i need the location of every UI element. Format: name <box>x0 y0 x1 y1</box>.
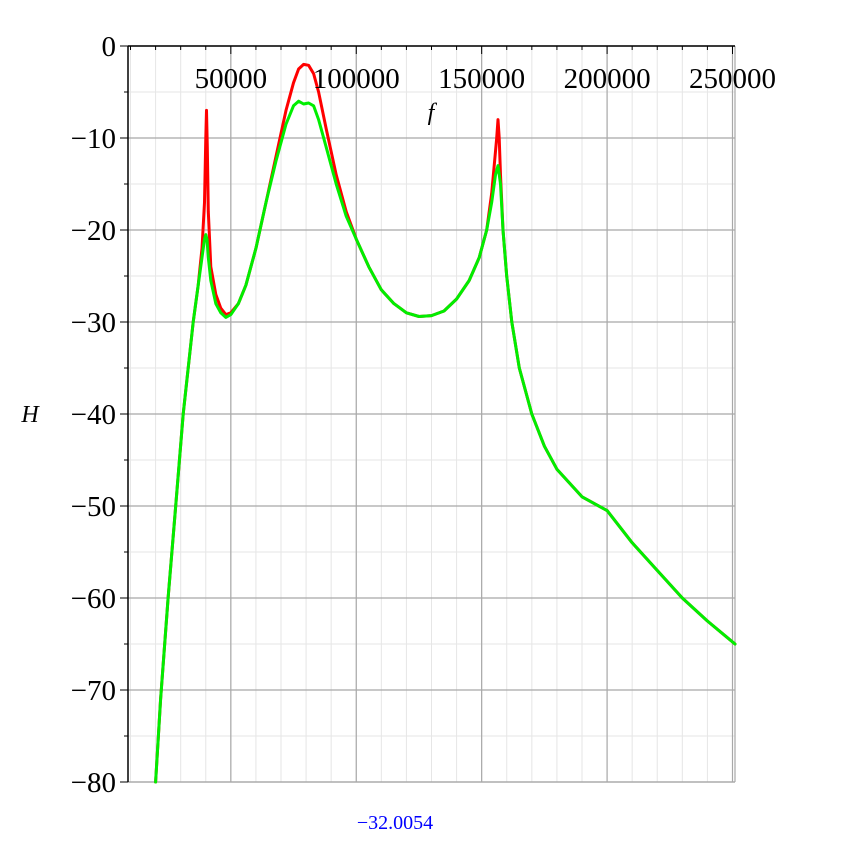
series-line-1 <box>154 62 737 784</box>
y-axis-title: H <box>20 402 40 428</box>
x-tick-label: 100000 <box>313 63 400 95</box>
x-tick-label: 50000 <box>195 63 268 95</box>
x-tick-label: 150000 <box>438 63 525 95</box>
y-tick-label: −10 <box>71 123 116 155</box>
y-tick-label: 0 <box>102 31 117 63</box>
x-axis-title: f <box>428 100 438 126</box>
y-tick-label: −60 <box>71 583 116 615</box>
x-tick-label: 250000 <box>689 63 776 95</box>
axes: 50000 100000 150000 200000 250000 0 −10 −20 −30 −… <box>71 31 776 799</box>
y-tick-label: −20 <box>71 215 116 247</box>
grid <box>128 45 736 783</box>
x-tick-label: 200000 <box>564 63 651 95</box>
series-line-2 <box>154 99 737 784</box>
y-tick-label: −50 <box>71 491 116 523</box>
coordinate-readout: −32.0054 <box>356 812 434 834</box>
y-tick-label: −40 <box>71 399 116 431</box>
series-group <box>154 62 737 784</box>
y-tick-label: −30 <box>71 307 116 339</box>
y-tick-label: −70 <box>71 675 116 707</box>
y-tick-label: −80 <box>71 767 116 799</box>
